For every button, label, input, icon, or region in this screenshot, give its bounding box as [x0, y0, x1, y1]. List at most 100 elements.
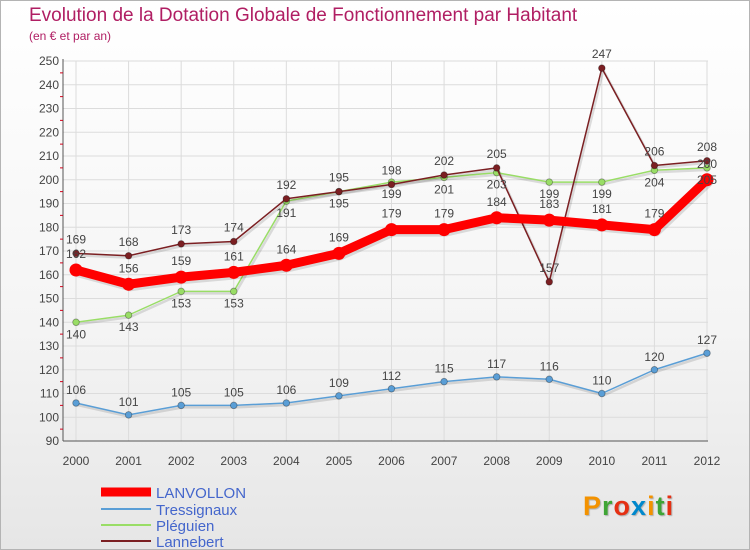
data-label: 110: [592, 374, 611, 388]
data-point: [174, 270, 188, 284]
legend-label: LANVOLLON: [156, 485, 246, 502]
data-label: 109: [329, 376, 349, 390]
x-tick-label: 2001: [115, 454, 142, 468]
y-tick-label: 210: [39, 149, 59, 163]
data-label: 120: [644, 350, 664, 364]
data-label: 153: [171, 296, 191, 310]
data-point: [703, 157, 711, 165]
x-tick-label: 2007: [431, 454, 458, 468]
data-point: [69, 263, 83, 277]
y-tick-label: 90: [46, 434, 60, 448]
data-point: [177, 287, 185, 296]
data-point: [650, 161, 659, 170]
data-label: 106: [276, 383, 296, 397]
data-point: [387, 180, 396, 189]
data-point: [437, 223, 451, 237]
data-label: 169: [66, 232, 86, 246]
x-tick-label: 2002: [168, 454, 195, 468]
data-label: 203: [487, 178, 507, 192]
data-point: [598, 64, 606, 72]
data-label: 101: [119, 395, 139, 409]
data-point: [230, 237, 238, 246]
data-point: [279, 258, 293, 272]
data-label: 127: [697, 333, 717, 347]
data-label: 174: [224, 221, 244, 235]
chart-title: Evolution de la Dotation Globale de Fonc…: [29, 5, 578, 26]
data-point: [124, 411, 133, 419]
data-point: [598, 389, 606, 398]
proxiti-logo: Proxiti: [583, 491, 674, 522]
y-tick-label: 220: [39, 125, 59, 139]
x-tick-label: 2008: [483, 454, 510, 468]
data-point: [492, 164, 501, 172]
y-tick-label: 200: [39, 173, 59, 187]
y-tick-label: 250: [39, 54, 59, 68]
data-label: 192: [276, 178, 296, 192]
y-tick-label: 240: [39, 78, 59, 92]
data-point: [335, 187, 343, 196]
data-point: [492, 373, 501, 381]
data-label: 191: [276, 206, 296, 220]
data-point: [332, 246, 346, 260]
data-label: 202: [434, 154, 454, 168]
legend-label: Tressignaux: [156, 502, 238, 519]
y-tick-label: 130: [39, 339, 59, 353]
data-label: 140: [66, 327, 86, 341]
data-label: 169: [329, 230, 349, 244]
data-label: 168: [119, 235, 139, 249]
data-label: 205: [487, 147, 507, 161]
chart-subtitle: (en € et par an): [29, 29, 112, 43]
data-label: 206: [644, 145, 664, 159]
data-point: [703, 164, 711, 172]
data-label: 247: [592, 47, 612, 61]
x-tick-label: 2000: [63, 454, 90, 468]
y-tick-label: 170: [39, 244, 59, 258]
y-tick-label: 160: [39, 268, 59, 282]
data-label: 179: [381, 207, 401, 221]
data-label: 112: [382, 369, 401, 383]
data-label: 199: [592, 187, 612, 201]
logo-letter: o: [613, 491, 632, 521]
logo-letter: P: [583, 491, 603, 521]
logo-letter: x: [631, 491, 648, 521]
data-label: 179: [434, 207, 454, 221]
x-tick-label: 2009: [536, 454, 563, 468]
data-point: [230, 401, 238, 410]
data-point: [124, 252, 133, 260]
y-tick-label: 100: [39, 410, 59, 424]
logo-letter: i: [647, 491, 656, 521]
data-point: [440, 377, 448, 386]
x-tick-label: 2003: [220, 454, 247, 468]
logo-letter: i: [665, 491, 675, 521]
data-point: [700, 173, 714, 187]
data-point: [230, 287, 238, 296]
x-tick-label: 2010: [588, 454, 615, 468]
data-label: 115: [435, 362, 454, 376]
data-point: [122, 277, 136, 291]
data-label: 181: [592, 202, 612, 216]
data-point: [282, 399, 291, 407]
data-point: [598, 178, 606, 186]
data-label: 161: [224, 249, 244, 263]
data-point: [385, 223, 398, 237]
data-point: [177, 240, 185, 248]
data-label: 116: [540, 359, 559, 373]
data-label: 208: [697, 140, 717, 154]
data-point: [72, 399, 80, 407]
data-label: 105: [171, 385, 191, 399]
x-tick-label: 2012: [694, 454, 721, 468]
data-point: [650, 366, 659, 374]
data-label: 164: [276, 242, 296, 256]
data-label: 195: [329, 171, 349, 185]
data-label: 198: [381, 164, 401, 178]
data-label: 162: [66, 247, 86, 261]
data-point: [490, 211, 504, 225]
data-point: [545, 375, 553, 383]
data-label: 105: [224, 385, 244, 399]
data-label: 195: [329, 197, 349, 211]
x-tick-label: 2011: [642, 454, 668, 468]
data-point: [177, 401, 185, 410]
data-label: 157: [539, 261, 559, 275]
